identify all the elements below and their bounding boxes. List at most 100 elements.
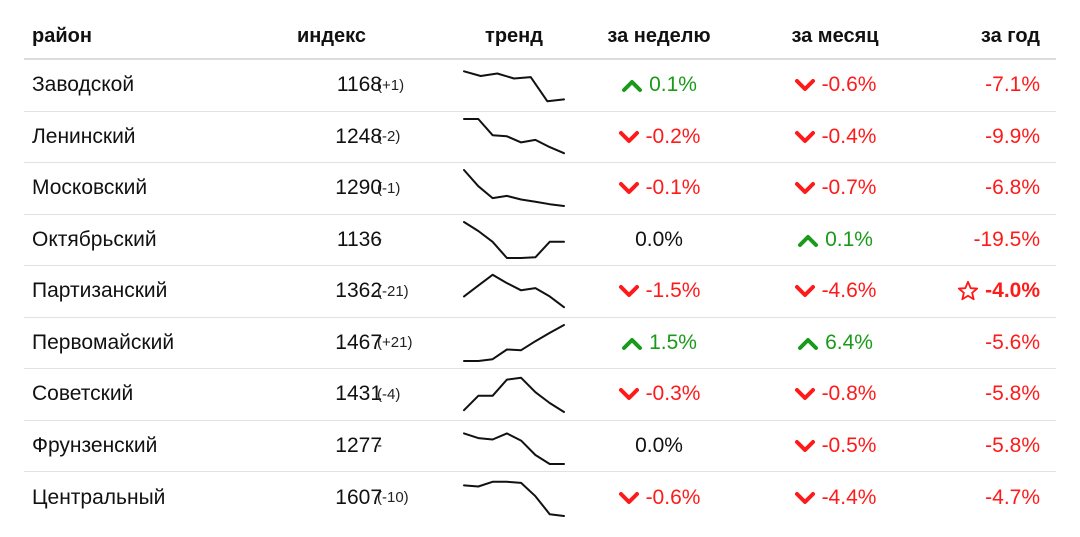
table-row: Октябрьский 1136- 0.0% 0.1% -19.5%: [24, 215, 1056, 266]
month-change: -0.7%: [760, 163, 910, 214]
week-change: 0.1%: [584, 60, 734, 111]
sparkline-chart: [463, 323, 565, 362]
index-value: 1362: [335, 279, 382, 303]
year-change: -19.5%: [973, 215, 1040, 266]
arrow-down-icon: [794, 77, 816, 93]
sparkline-chart: [463, 274, 565, 309]
week-change-value: 0.0%: [635, 433, 683, 457]
arrow-down-icon: [794, 386, 816, 402]
arrow-down-icon: [794, 490, 816, 506]
sparkline-line: [463, 220, 565, 259]
trend-sparkline: [462, 369, 566, 420]
arrow-down-icon: [618, 283, 640, 299]
month-change-value: -0.8%: [821, 382, 877, 406]
district-name: Партизанский: [32, 279, 168, 303]
index-change: -: [377, 231, 382, 249]
arrow-up-icon: [797, 335, 819, 351]
month-change-value: -4.4%: [821, 485, 877, 509]
sparkline-chart: [463, 70, 565, 103]
sparkline-chart: [463, 220, 565, 259]
arrow-up-icon: [621, 77, 643, 93]
week-change-value: -0.3%: [645, 382, 701, 406]
table-row: Первомайский 1467 (+21) 1.5% 6.4% -5.6%: [24, 318, 1056, 369]
year-change-value: -4.7%: [985, 485, 1040, 509]
table-body: Заводской 1168 (+1) 0.1% -0.6% -7.1% Ленинский…: [24, 60, 1056, 524]
index-change: (+21): [377, 334, 413, 352]
header-name: район: [32, 24, 92, 47]
year-change-value: -4.0%: [985, 279, 1040, 303]
month-change-value: 6.4%: [825, 330, 873, 354]
header-year: за год: [980, 24, 1040, 47]
sparkline-line: [463, 169, 565, 208]
week-change-value: -0.2%: [645, 124, 701, 148]
month-change: 6.4%: [760, 318, 910, 369]
week-change-value: -0.6%: [645, 485, 701, 509]
month-change-value: 0.1%: [825, 227, 873, 251]
month-change: -4.6%: [760, 266, 910, 317]
year-change: -9.9%: [985, 112, 1040, 163]
sparkline-line: [463, 377, 565, 414]
table-row: Партизанский 1362 (-21) -1.5% -4.6% -4.0%: [24, 266, 1056, 318]
week-change: 0.0%: [584, 215, 734, 266]
district-index-table: район индекс тренд за неделю за месяц за…: [24, 12, 1056, 524]
year-change-value: -6.8%: [985, 176, 1040, 200]
district-name: Московский: [32, 176, 148, 200]
week-change: -0.1%: [584, 163, 734, 214]
index-value: 1467: [335, 330, 382, 354]
sparkline-chart: [463, 117, 565, 154]
arrow-up-icon: [621, 335, 643, 351]
table-row: Фрунзенский 1277- 0.0% -0.5% -5.8%: [24, 421, 1056, 472]
year-change-value: -5.6%: [985, 330, 1040, 354]
year-change: -4.0%: [957, 266, 1040, 317]
arrow-down-icon: [618, 129, 640, 145]
table-row: Московский 1290 (-1) -0.1% -0.7% -6.8%: [24, 163, 1056, 215]
trend-sparkline: [462, 112, 566, 163]
header-trend: тренд: [485, 24, 543, 47]
sparkline-chart: [463, 169, 565, 208]
sparkline-chart: [463, 432, 565, 465]
month-change: 0.1%: [760, 215, 910, 266]
month-change: -0.4%: [760, 112, 910, 163]
month-change: -0.6%: [760, 60, 910, 111]
year-change-value: -5.8%: [985, 382, 1040, 406]
header-month: за месяц: [791, 24, 879, 47]
index-change: (-2): [377, 128, 401, 146]
arrow-down-icon: [618, 386, 640, 402]
arrow-up-icon: [797, 232, 819, 248]
header-week: за неделю: [607, 24, 711, 47]
week-change: -1.5%: [584, 266, 734, 317]
year-change: -5.6%: [985, 318, 1040, 369]
index-value: 1248: [335, 124, 382, 148]
trend-sparkline: [462, 318, 566, 369]
district-name: Октябрьский: [32, 227, 157, 251]
year-change-value: -9.9%: [985, 124, 1040, 148]
sparkline-line: [463, 274, 565, 309]
arrow-down-icon: [794, 129, 816, 145]
month-change-value: -0.6%: [821, 73, 877, 97]
month-change-value: -0.5%: [821, 433, 877, 457]
sparkline-line: [463, 117, 565, 154]
trend-sparkline: [462, 266, 566, 317]
sparkline-line: [463, 70, 565, 103]
table-row: Советский 1431 (-4) -0.3% -0.8% -5.8%: [24, 369, 1056, 421]
month-change-value: -4.6%: [821, 279, 877, 303]
trend-sparkline: [462, 163, 566, 214]
district-name: Первомайский: [32, 330, 175, 354]
index-value: 1136: [336, 227, 382, 251]
week-change: -0.3%: [584, 369, 734, 420]
month-change: -0.8%: [760, 369, 910, 420]
week-change-value: 0.0%: [635, 227, 683, 251]
index-change: (-1): [377, 179, 401, 197]
table-row: Заводской 1168 (+1) 0.1% -0.6% -7.1%: [24, 60, 1056, 112]
year-change: -6.8%: [985, 163, 1040, 214]
index-value: 1431: [335, 382, 382, 406]
month-change: -4.4%: [760, 472, 910, 524]
star-icon: [957, 280, 979, 302]
trend-sparkline: [462, 421, 566, 472]
index-change: (-21): [377, 282, 409, 300]
week-change: -0.2%: [584, 112, 734, 163]
week-change: 1.5%: [584, 318, 734, 369]
index-change: (-4): [377, 385, 401, 403]
trend-sparkline: [462, 472, 566, 524]
week-change: 0.0%: [584, 421, 734, 472]
